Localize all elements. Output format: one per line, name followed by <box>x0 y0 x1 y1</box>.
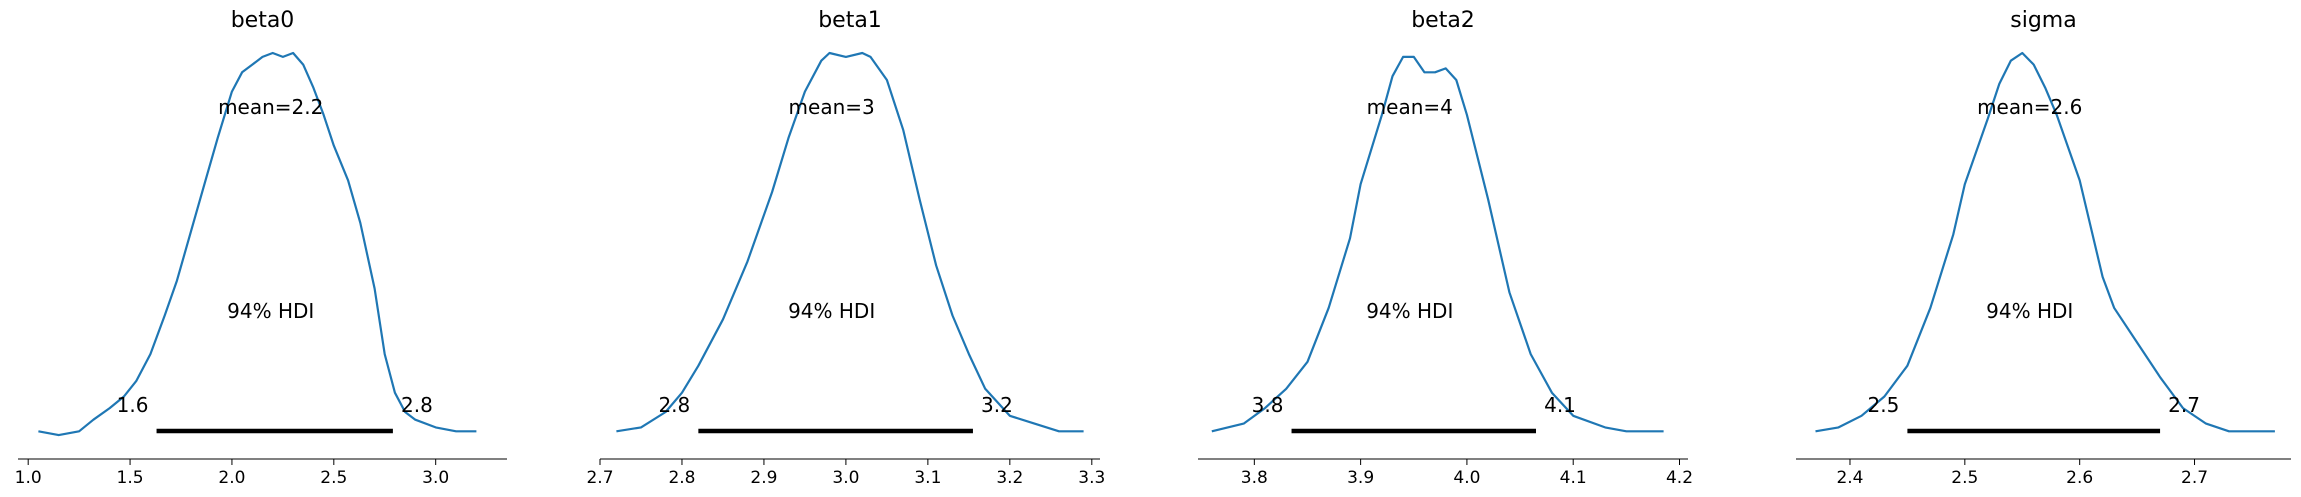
mean-label: mean=2.6 <box>1977 95 2082 119</box>
kde-line <box>1815 51 2275 433</box>
hdi-label: 94% HDI <box>788 299 875 323</box>
x-tick-label: 3.0 <box>422 468 449 488</box>
x-tick-label: 2.9 <box>750 468 777 488</box>
x-tick-label: 1.5 <box>117 468 144 488</box>
panel-title: beta2 <box>1411 8 1475 33</box>
x-tick-label: 4.0 <box>1453 468 1480 488</box>
hdi-lower-label: 3.8 <box>1252 393 1284 417</box>
x-tick-label: 4.2 <box>1666 468 1693 488</box>
x-tick-label: 2.0 <box>218 468 245 488</box>
x-tick-label: 2.7 <box>2181 468 2208 488</box>
x-tick-label: 4.1 <box>1560 468 1587 488</box>
x-tick-label: 2.7 <box>586 468 613 488</box>
x-tick-label: 2.6 <box>2066 468 2093 488</box>
x-tick-label: 3.9 <box>1347 468 1374 488</box>
x-tick-label: 3.3 <box>1078 468 1105 488</box>
x-tick-label: 2.5 <box>320 468 347 488</box>
panel-title: sigma <box>2010 8 2076 33</box>
posterior-panel-beta0: beta0 mean=2.2 94% HDI 1.6 2.8 1.0 1.5 2.0 2.5 3.… <box>15 8 507 488</box>
hdi-upper-label: 4.1 <box>1544 393 1576 417</box>
hdi-label: 94% HDI <box>227 299 314 323</box>
hdi-label: 94% HDI <box>1986 299 2073 323</box>
hdi-lower-label: 2.5 <box>1867 393 1899 417</box>
x-tick-label: 2.4 <box>1836 468 1863 488</box>
panel-title: beta1 <box>818 8 882 33</box>
mean-label: mean=3 <box>789 95 875 119</box>
kde-line <box>616 51 1084 433</box>
mean-label: mean=2.2 <box>218 95 323 119</box>
x-tick-label: 3.8 <box>1241 468 1268 488</box>
hdi-lower-label: 1.6 <box>117 393 149 417</box>
x-tick-label: 2.5 <box>1951 468 1978 488</box>
kde-line <box>38 51 477 437</box>
hdi-lower-label: 2.8 <box>658 393 690 417</box>
x-tick-label: 3.2 <box>996 468 1023 488</box>
panel-title: beta0 <box>231 8 295 33</box>
hdi-upper-label: 2.7 <box>2168 393 2200 417</box>
posterior-panel-beta1: beta1 mean=3 94% HDI 2.8 3.2 2.7 2.8 2.9 3.0 3.1 3… <box>586 8 1105 488</box>
hdi-label: 94% HDI <box>1366 299 1453 323</box>
posterior-panel-sigma: sigma mean=2.6 94% HDI 2.5 2.7 2.4 2.5 2.6 2.7 <box>1796 8 2291 488</box>
kde-line <box>1211 55 1664 433</box>
mean-label: mean=4 <box>1367 95 1453 119</box>
posterior-panel-beta2: beta2 mean=4 94% HDI 3.8 4.1 3.8 3.9 4.0 4.1 4.2 <box>1198 8 1693 488</box>
hdi-upper-label: 3.2 <box>981 393 1013 417</box>
hdi-upper-label: 2.8 <box>401 393 433 417</box>
x-tick-label: 1.0 <box>15 468 42 488</box>
x-tick-label: 3.0 <box>832 468 859 488</box>
x-tick-label: 2.8 <box>668 468 695 488</box>
x-tick-label: 3.1 <box>914 468 941 488</box>
